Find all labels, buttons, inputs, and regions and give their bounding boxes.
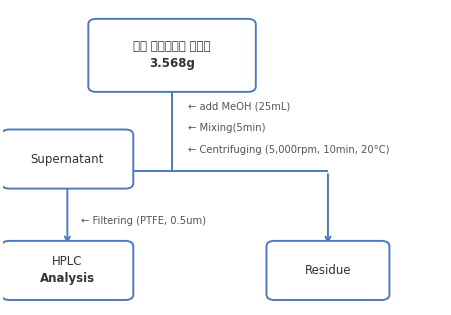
FancyBboxPatch shape	[88, 19, 256, 92]
Text: Residue: Residue	[304, 264, 351, 277]
FancyBboxPatch shape	[1, 241, 133, 300]
Text: 편백 초임계유체 추출물: 편백 초임계유체 추출물	[133, 40, 211, 53]
Text: 3.568g: 3.568g	[149, 57, 195, 70]
Text: HPLC: HPLC	[52, 255, 83, 268]
Text: ← Mixing(5min): ← Mixing(5min)	[188, 123, 265, 133]
FancyBboxPatch shape	[1, 129, 133, 189]
Text: ← Centrifuging (5,000rpm, 10min, 20°C): ← Centrifuging (5,000rpm, 10min, 20°C)	[188, 145, 389, 155]
Text: Analysis: Analysis	[40, 272, 95, 285]
Text: Supernatant: Supernatant	[31, 152, 104, 166]
Text: ← add MeOH (25mL): ← add MeOH (25mL)	[188, 101, 290, 112]
Text: ← Filtering (PTFE, 0.5um): ← Filtering (PTFE, 0.5um)	[81, 216, 206, 226]
FancyBboxPatch shape	[267, 241, 389, 300]
